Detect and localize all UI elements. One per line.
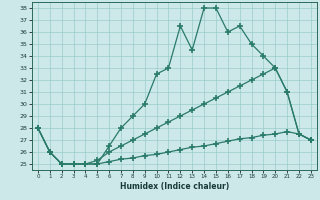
X-axis label: Humidex (Indice chaleur): Humidex (Indice chaleur) — [120, 182, 229, 191]
